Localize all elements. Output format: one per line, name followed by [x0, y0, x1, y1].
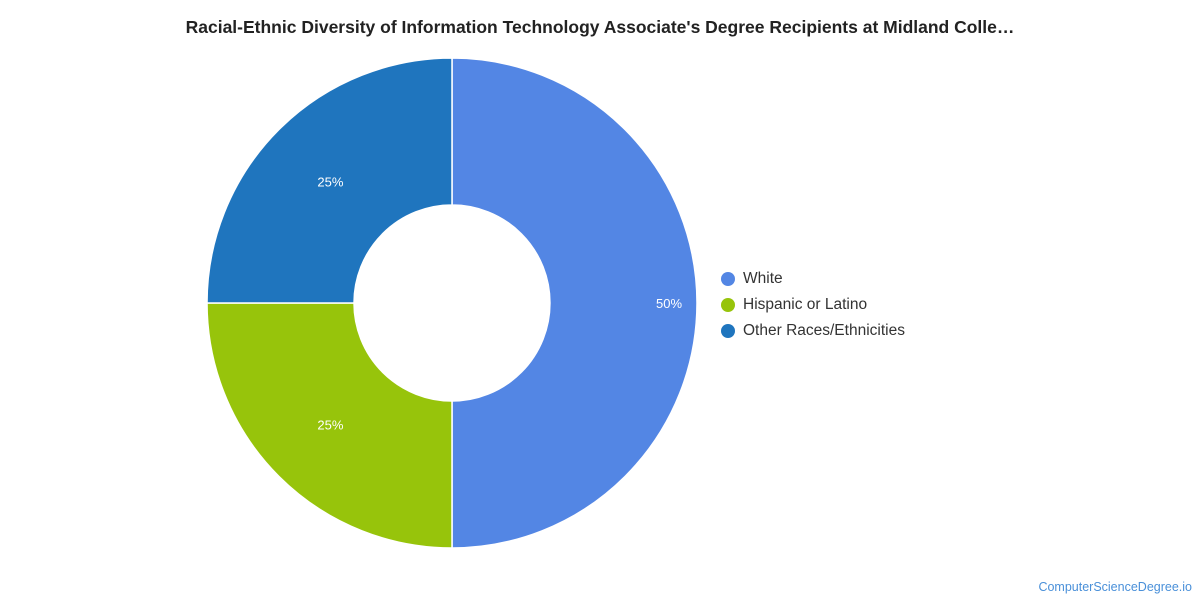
legend-swatch	[721, 272, 735, 286]
chart-title: Racial-Ethnic Diversity of Information T…	[185, 17, 1015, 37]
source-credit[interactable]: ComputerScienceDegree.io	[1038, 580, 1192, 594]
slice-label: 25%	[317, 418, 343, 433]
legend-swatch	[721, 324, 735, 338]
slice-white[interactable]	[451, 57, 698, 549]
slice-label: 50%	[656, 296, 682, 311]
legend-swatch	[721, 298, 735, 312]
legend-item[interactable]: White	[721, 266, 905, 292]
legend-label: Hispanic or Latino	[743, 296, 868, 313]
slice-hispanic-or-latino[interactable]	[206, 302, 453, 549]
chart-legend: White Hispanic or Latino Other Races/Ethni…	[721, 266, 905, 344]
legend-item[interactable]: Other Races/Ethnicities	[721, 318, 905, 344]
legend-label: Other Races/Ethnicities	[743, 322, 905, 339]
slice-other-races-ethnicities[interactable]	[206, 57, 453, 304]
legend-item[interactable]: Hispanic or Latino	[721, 292, 905, 318]
legend-label: White	[743, 270, 783, 287]
slice-label: 25%	[317, 174, 343, 189]
